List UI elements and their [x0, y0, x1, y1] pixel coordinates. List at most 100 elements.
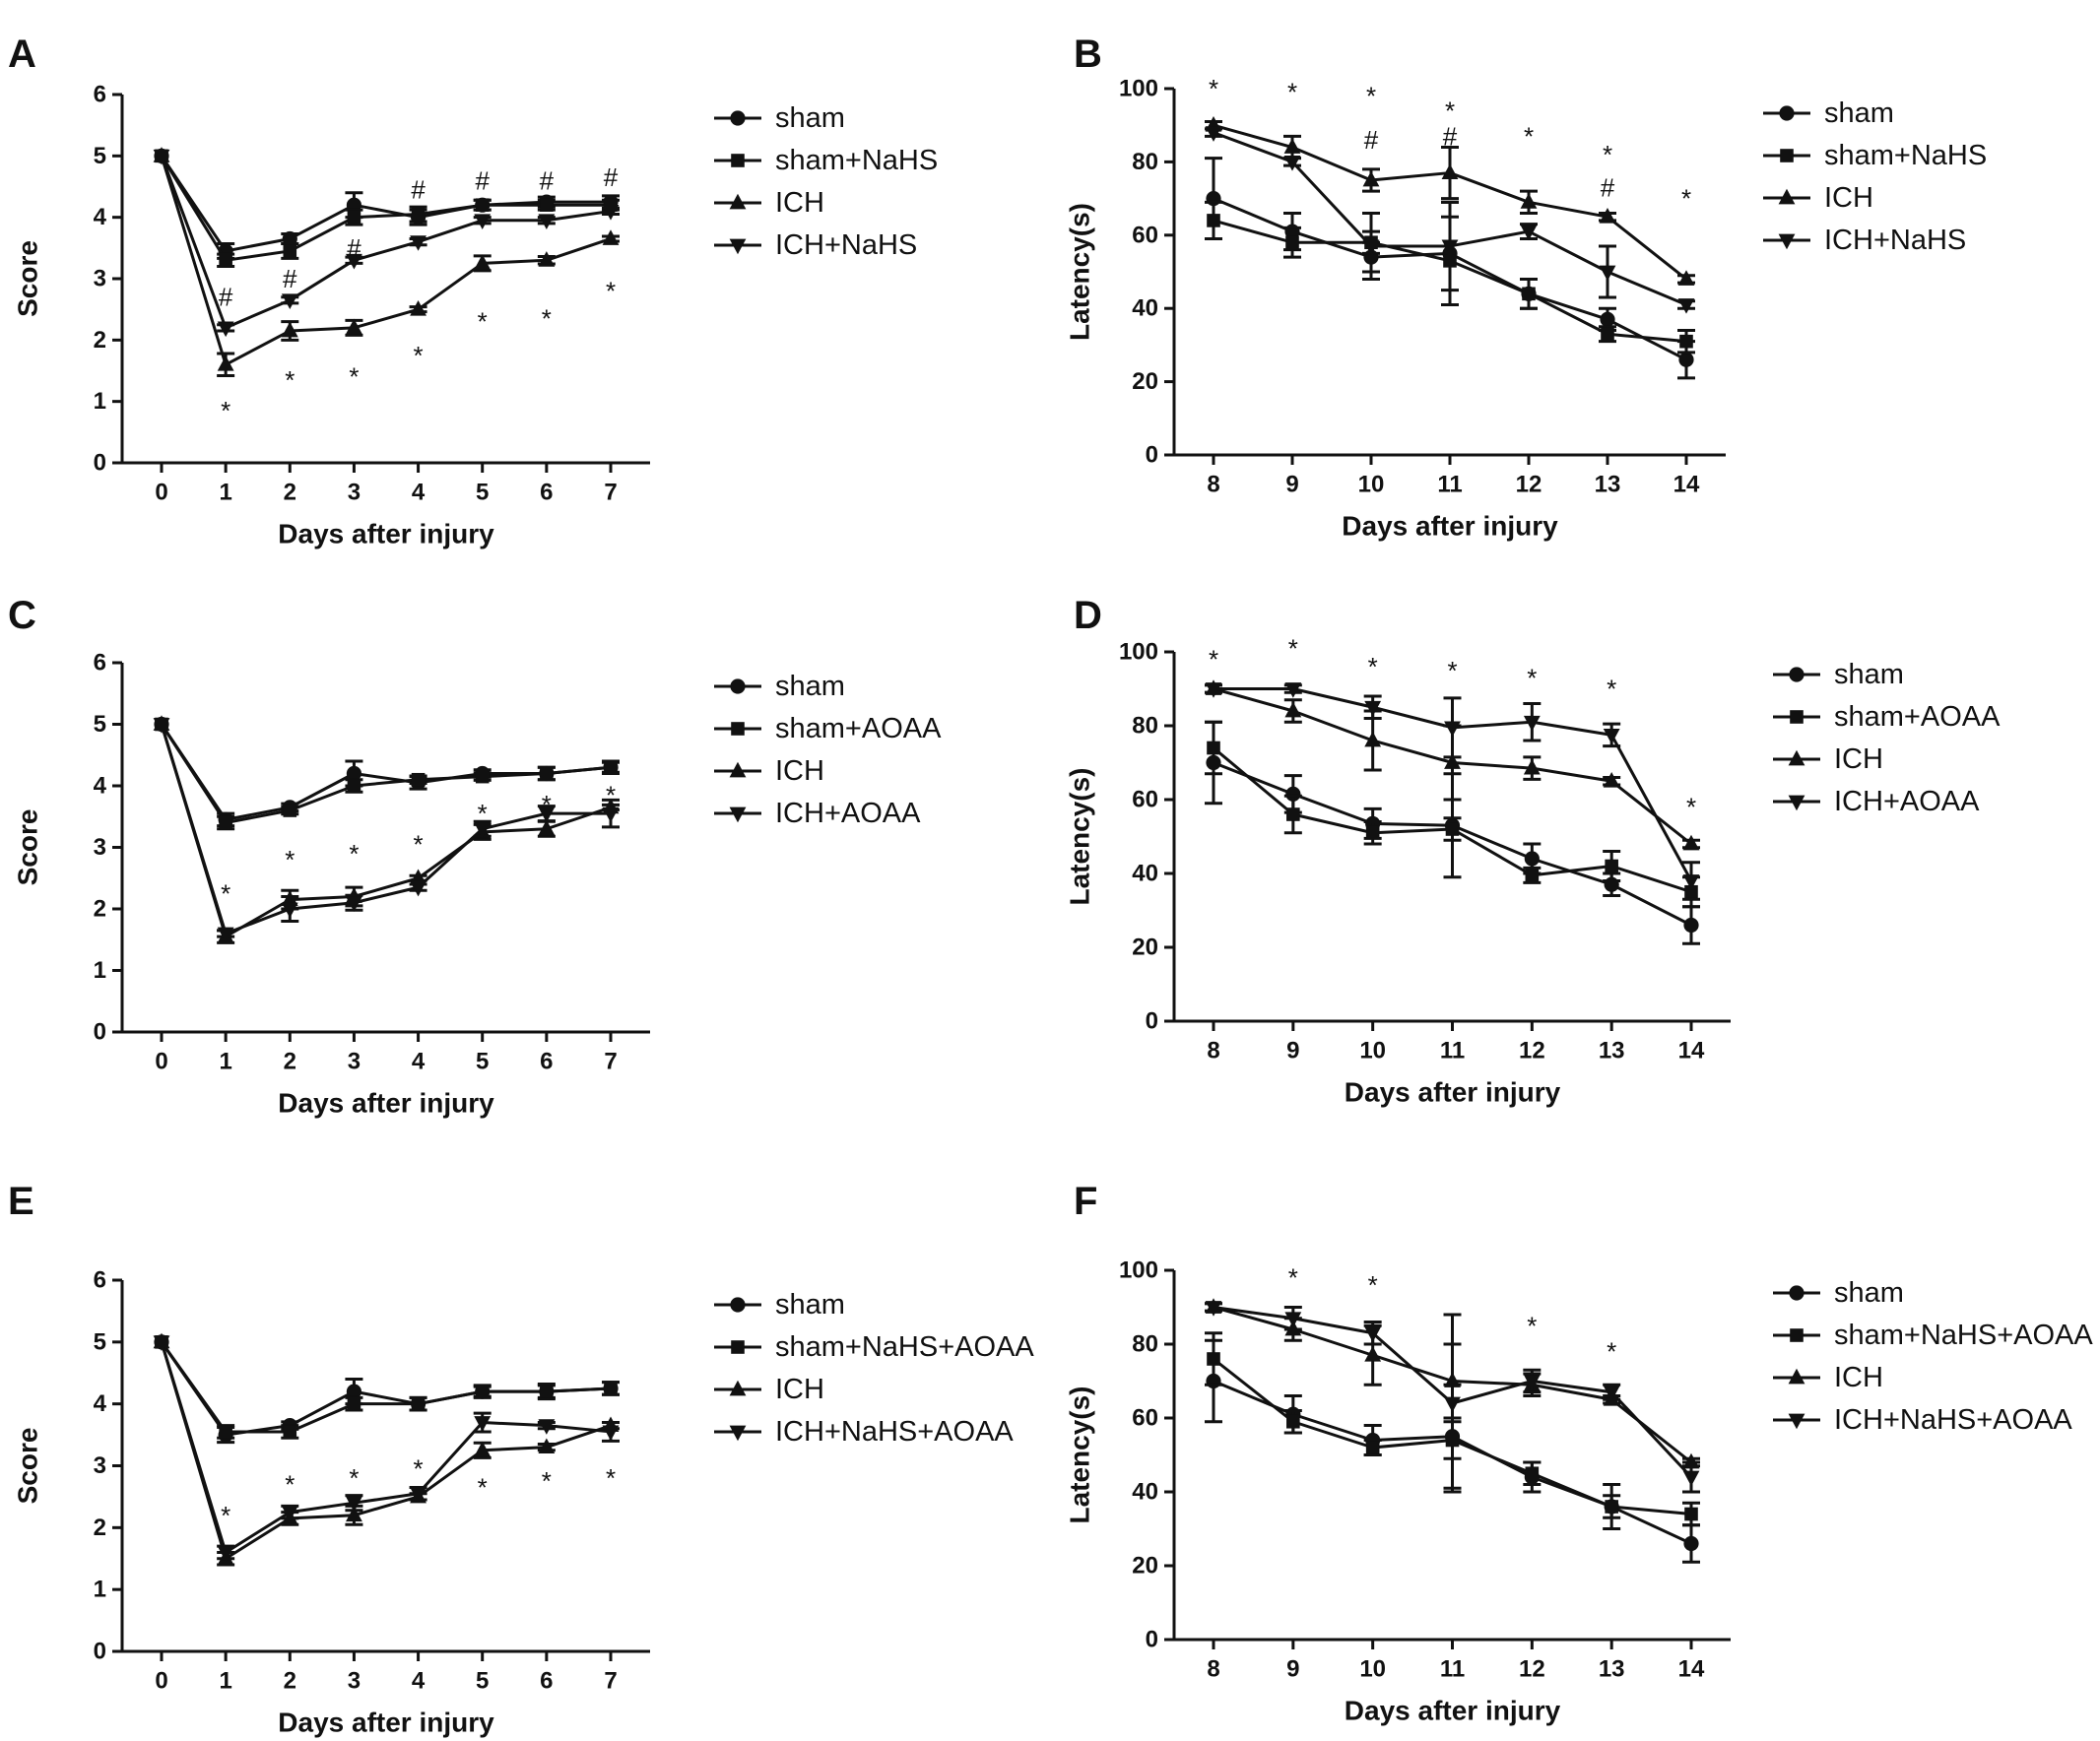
data-point	[1683, 917, 1699, 934]
significance-mark: *	[606, 780, 616, 809]
legend-label: ICH	[775, 755, 824, 787]
data-point	[153, 718, 170, 734]
x-tick-label: 12	[1519, 1038, 1545, 1064]
x-tick-label: 8	[1207, 472, 1219, 498]
data-point	[1441, 239, 1459, 256]
x-tick-label: 2	[284, 1668, 296, 1695]
significance-mark: *	[1209, 74, 1218, 103]
x-tick-label: 1	[219, 1049, 231, 1075]
data-point	[1362, 239, 1380, 256]
series-ich-nahs	[153, 149, 620, 338]
x-tick-label: 10	[1358, 472, 1385, 498]
legend-marker	[1778, 233, 1796, 250]
x-tick-label: 8	[1207, 1038, 1219, 1064]
x-tick-label: 13	[1595, 472, 1621, 498]
data-point	[1285, 786, 1301, 802]
significance-mark: *	[1445, 96, 1455, 125]
legend: sham sham+NaHS ICH ICH+NaHS	[1763, 97, 1987, 256]
y-tick-label: 100	[1119, 76, 1158, 102]
data-point	[474, 254, 492, 270]
data-point	[281, 1506, 298, 1521]
legend-marker	[730, 678, 746, 694]
y-tick-label: 0	[1146, 442, 1158, 469]
data-point	[346, 1506, 362, 1522]
y-axis-title: Latency(s)	[1065, 1386, 1095, 1523]
legend-marker	[1790, 1328, 1804, 1342]
series-line	[160, 155, 612, 330]
data-point	[1444, 721, 1461, 738]
data-point	[474, 214, 492, 229]
legend: sham sham+NaHS+AOAA ICH ICH+NaHS+AOAA	[714, 1289, 1034, 1448]
legend-label: sham	[1834, 659, 1904, 690]
data-point	[1207, 214, 1220, 227]
y-tick-label: 2	[94, 1515, 106, 1541]
y-tick-label: 40	[1132, 1479, 1158, 1506]
legend-item: ICH	[714, 1374, 824, 1405]
series-sham-nahs-aoaa	[155, 1335, 620, 1440]
x-tick-label: 9	[1286, 1038, 1299, 1064]
legend-item: ICH+NaHS+AOAA	[714, 1416, 1014, 1448]
y-tick-label: 4	[94, 204, 107, 230]
panel-letter: F	[1074, 1180, 1097, 1223]
data-point	[1677, 298, 1695, 314]
data-point	[1364, 1326, 1382, 1342]
legend-label: ICH+AOAA	[1834, 786, 1980, 817]
x-tick-label: 3	[348, 480, 361, 506]
panel-letter: C	[8, 594, 36, 637]
legend-marker	[1788, 749, 1805, 766]
data-point	[217, 1546, 234, 1562]
y-tick-label: 0	[94, 450, 106, 477]
data-point	[1286, 807, 1300, 821]
legend-item: ICH	[714, 187, 824, 219]
legend-item: sham	[1763, 97, 1894, 129]
legend-item: ICH+AOAA	[1773, 786, 1980, 817]
x-axis-title: Days after injury	[1345, 1077, 1561, 1108]
data-point	[1284, 701, 1302, 718]
data-point	[474, 822, 492, 838]
legend-item: ICH	[714, 755, 824, 787]
significance-mark: *	[349, 1463, 359, 1493]
data-point	[1523, 715, 1541, 732]
series-ich	[153, 1332, 620, 1567]
x-tick-label: 5	[476, 1668, 489, 1695]
legend-marker	[1788, 1368, 1805, 1385]
legend-item: sham	[714, 102, 845, 134]
x-tick-label: 14	[1673, 472, 1700, 498]
legend-label: ICH	[1834, 743, 1883, 775]
legend-marker	[1779, 105, 1795, 121]
data-point	[538, 819, 556, 836]
data-point	[1283, 138, 1301, 154]
y-tick-label: 40	[1132, 861, 1158, 887]
x-axis-title: Days after injury	[278, 1708, 494, 1738]
x-tick-label: 1	[219, 1668, 231, 1695]
x-tick-label: 5	[476, 480, 489, 506]
y-tick-label: 2	[94, 896, 106, 923]
data-point	[283, 804, 297, 817]
y-tick-label: 4	[94, 773, 107, 800]
x-tick-label: 0	[155, 1668, 167, 1695]
data-point	[347, 779, 361, 793]
series-line	[160, 1341, 612, 1554]
data-point	[1205, 682, 1222, 698]
data-point	[411, 772, 426, 787]
legend-item: ICH+AOAA	[714, 798, 921, 829]
series-line	[160, 1340, 612, 1434]
legend-marker	[729, 1380, 747, 1396]
x-tick-label: 2	[284, 1049, 296, 1075]
data-point	[1284, 1312, 1302, 1327]
axes: 0 1 2 3 4 5 6 0 1 2 3 4 5 6 7 Days after injury Score	[13, 650, 650, 1119]
legend-label: ICH+NaHS	[1824, 225, 1966, 256]
legend-label: ICH+NaHS+AOAA	[1834, 1404, 2072, 1436]
data-point	[1520, 193, 1538, 209]
legend-marker	[1788, 795, 1805, 811]
data-point	[1524, 851, 1540, 867]
significance-mark: *	[1527, 663, 1537, 692]
y-axis-title: Latency(s)	[1065, 767, 1095, 905]
data-point	[538, 806, 556, 823]
data-point	[1520, 225, 1538, 241]
panel-b: B 0 20 40 60 80 100 8 9 10 11 12 13 14 Days after inju…	[1065, 32, 1988, 542]
significance-mark: *	[1686, 793, 1696, 822]
panel-a: A 0 1 2 3 4 5 6 0 1 2 3 4 5 6 7 Days after injury Score * *…	[8, 32, 938, 549]
significance-mark: *	[1288, 1263, 1298, 1293]
